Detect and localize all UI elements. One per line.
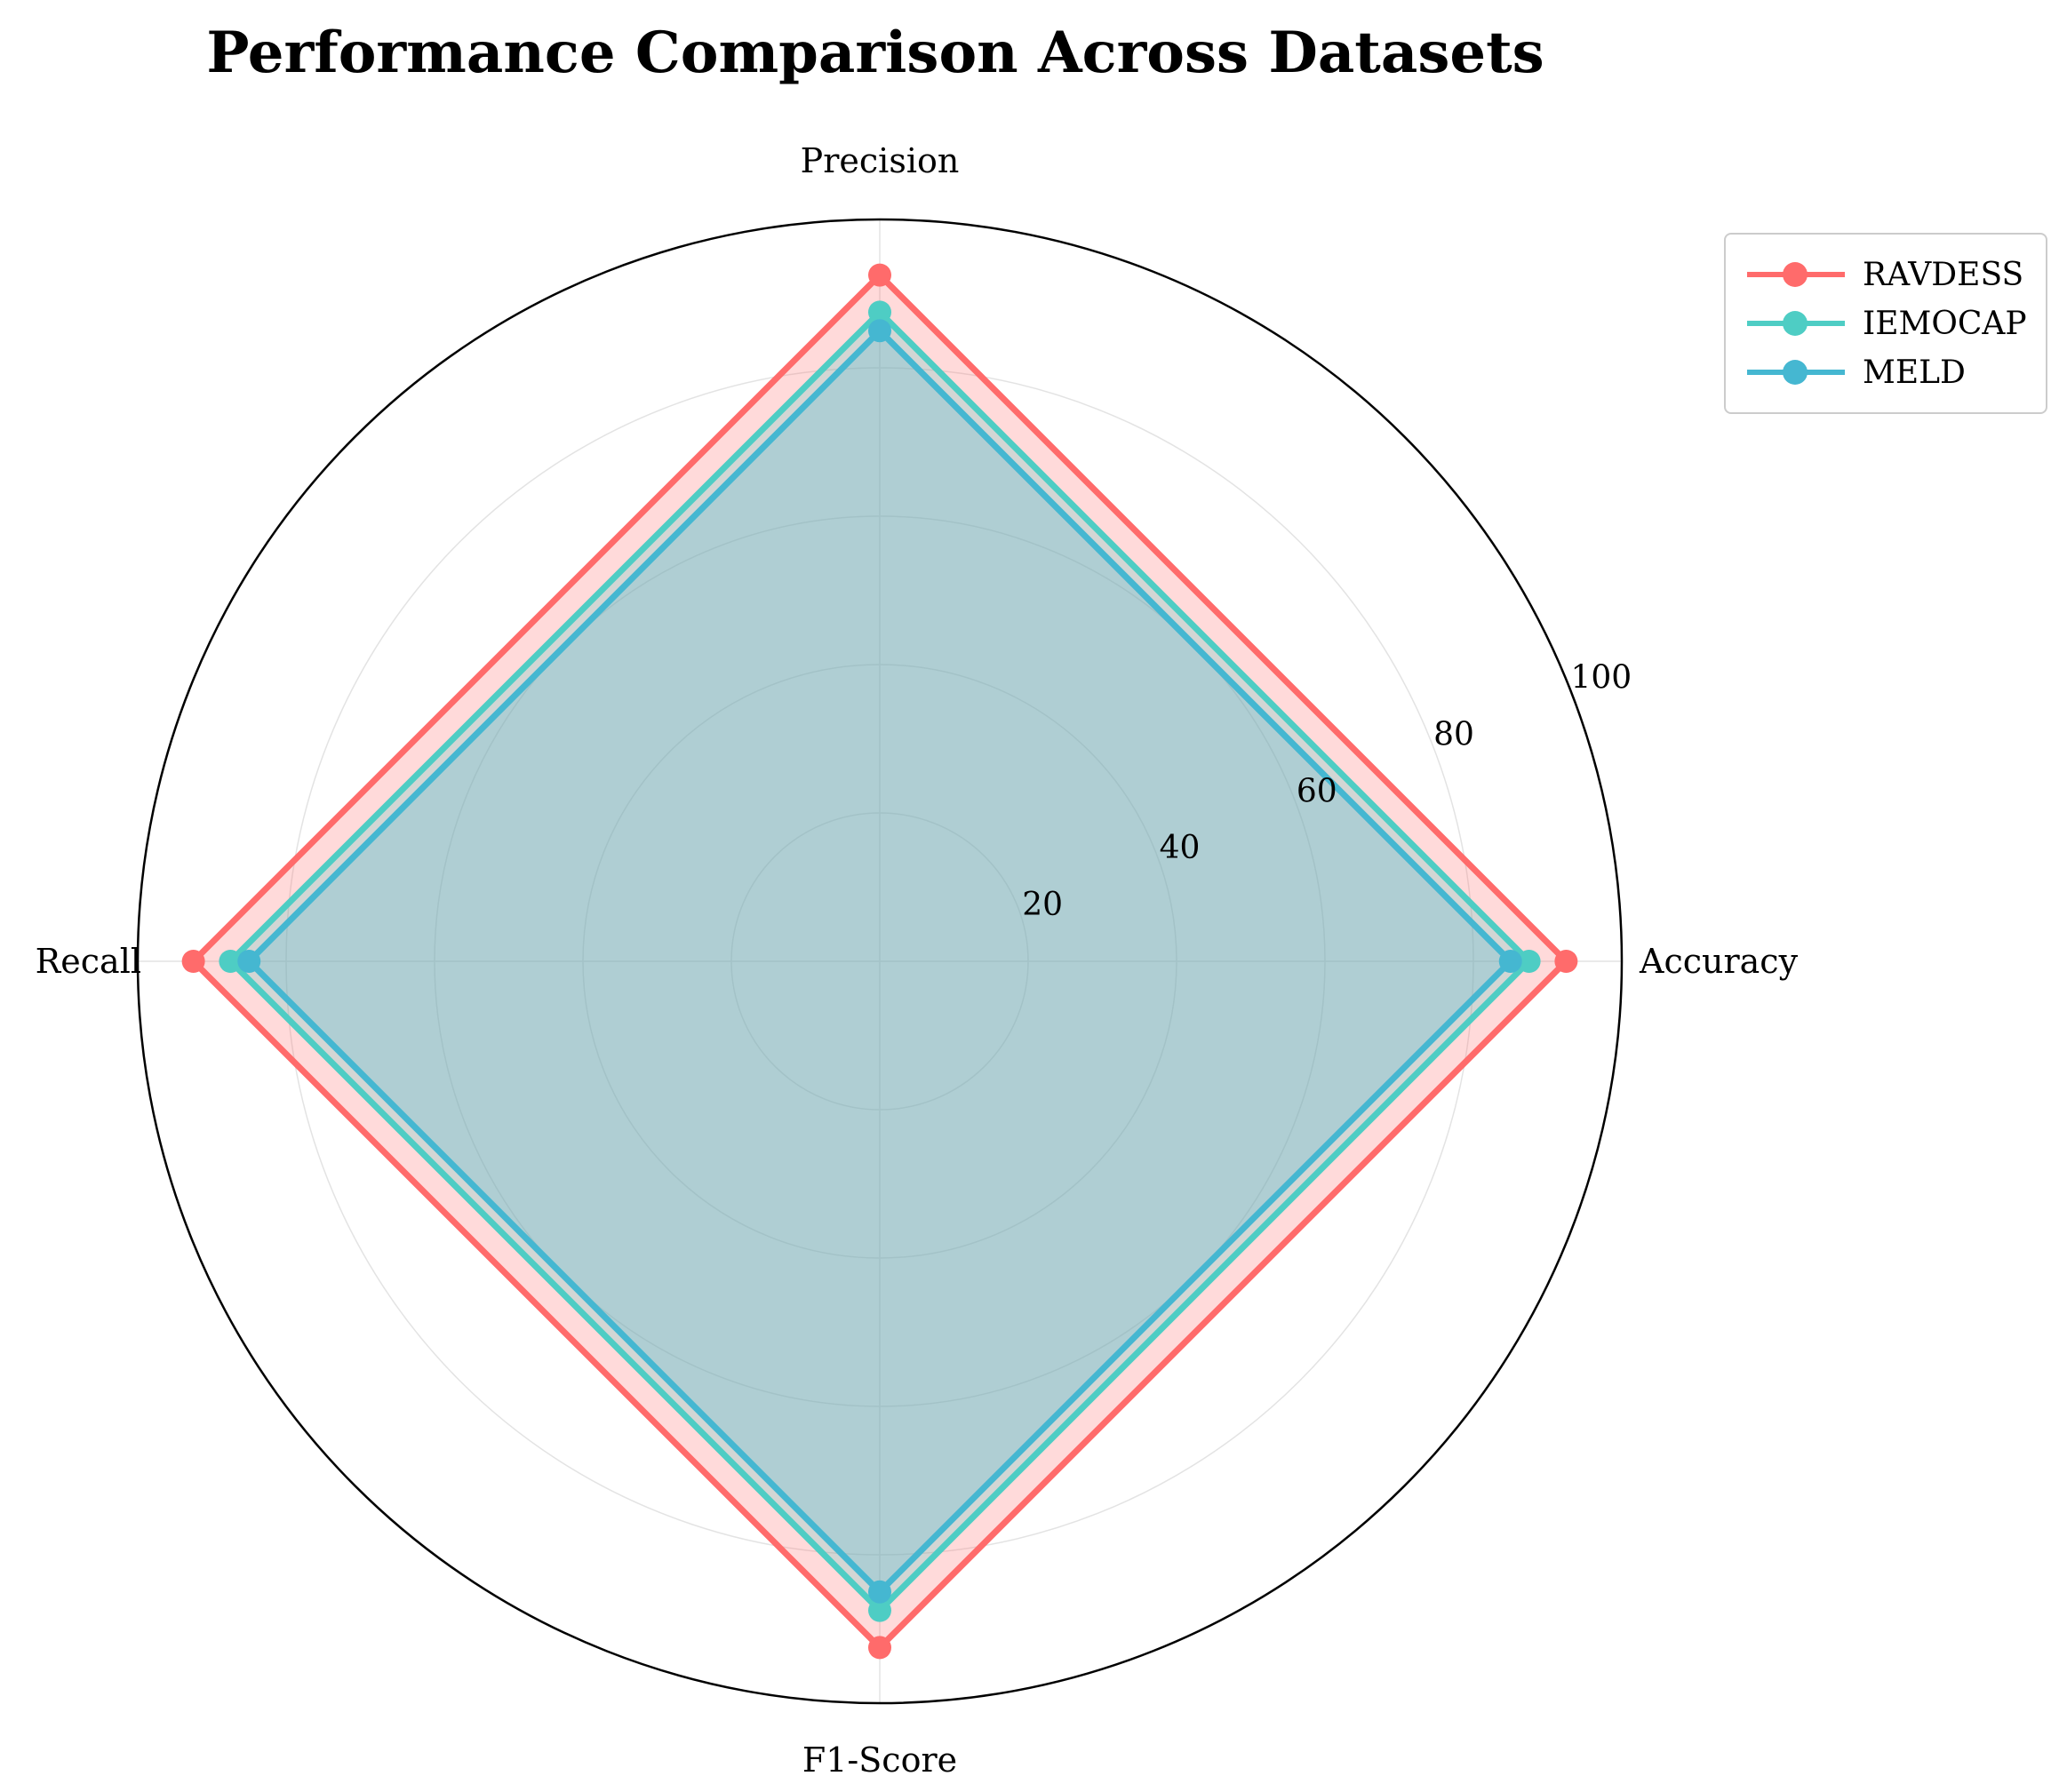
radial-tick-label: 40 [1160, 830, 1201, 866]
chart-title: Performance Comparison Across Datasets [206, 20, 1544, 86]
radial-tick-label: 100 [1570, 659, 1632, 696]
legend-item-ravdess: RAVDESS [1747, 252, 2023, 297]
data-point-meld-accuracy [1498, 950, 1522, 973]
axis-label-recall: Recall [36, 942, 141, 981]
legend-label: RAVDESS [1863, 256, 2024, 293]
legend-swatch-ravdess [1747, 257, 1845, 292]
legend-item-iemocap: IEMOCAP [1747, 301, 2027, 346]
data-point-ravdess-f1-score [868, 1636, 891, 1660]
data-point-iemocap-f1-score [868, 1598, 891, 1622]
data-point-iemocap-precision [868, 300, 891, 324]
legend-label: MELD [1863, 354, 1966, 391]
legend-marker [1783, 360, 1808, 385]
legend-marker [1783, 311, 1808, 336]
legend: RAVDESS IEMOCAP MELD [1724, 233, 2047, 414]
legend-swatch-iemocap [1747, 306, 1845, 341]
radial-tick-label: 20 [1022, 887, 1063, 923]
legend-swatch-meld [1747, 354, 1845, 390]
legend-label: IEMOCAP [1863, 305, 2027, 342]
data-point-meld-recall [237, 950, 261, 973]
polar-frame [136, 218, 1624, 1705]
data-point-meld-f1-score [868, 1580, 891, 1604]
legend-marker [1783, 262, 1808, 287]
data-point-ravdess-accuracy [1554, 950, 1578, 973]
label-layer: 20 40 60 80 100 Accuracy Precision Recall F1-Sco… [36, 141, 1799, 1780]
data-point-ravdess-precision [868, 263, 891, 287]
axis-label-f1-score: F1-Score [802, 1740, 957, 1780]
radial-tick-label: 80 [1433, 716, 1474, 753]
series-area-meld [249, 331, 1511, 1592]
data-point-meld-precision [868, 319, 891, 343]
legend-item-meld: MELD [1747, 350, 1966, 394]
data-point-iemocap-accuracy [1517, 950, 1541, 973]
axis-label-precision: Precision [801, 141, 960, 180]
grid-layer [136, 218, 1624, 1705]
marker-layer [181, 263, 1578, 1660]
radial-tick-label: 60 [1297, 773, 1337, 809]
data-point-iemocap-recall [219, 950, 243, 973]
axis-label-accuracy: Accuracy [1639, 942, 1799, 981]
data-point-ravdess-recall [181, 950, 205, 973]
series-fill-layer [193, 275, 1567, 1648]
